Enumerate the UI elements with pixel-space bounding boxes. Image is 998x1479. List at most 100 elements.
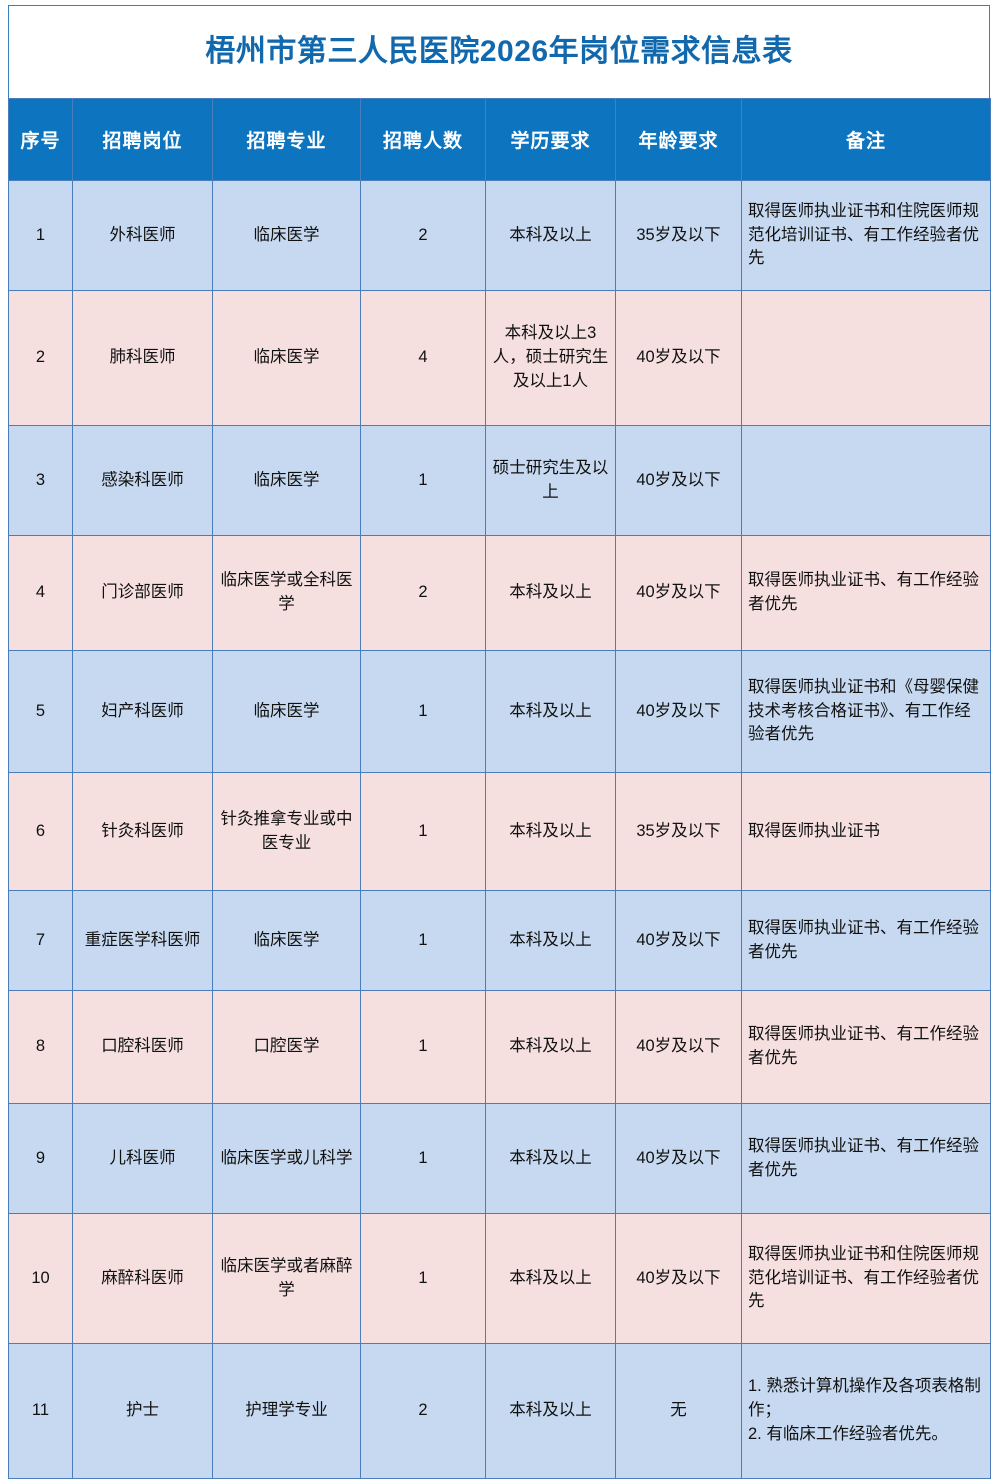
cell-age: 40岁及以下 xyxy=(615,535,742,651)
cell-seq: 3 xyxy=(8,425,73,536)
cell-count: 1 xyxy=(360,425,486,536)
table-row: 1 外科医师 临床医学 2 本科及以上 35岁及以下 取得医师执业证书和住院医师规范化培训证… xyxy=(8,180,991,291)
cell-remark xyxy=(741,425,991,536)
cell-major: 临床医学或全科医学 xyxy=(212,535,361,651)
cell-seq: 10 xyxy=(8,1213,73,1344)
table-row: 8 口腔科医师 口腔医学 1 本科及以上 40岁及以下 取得医师执业证书、有工作经验者优先 xyxy=(8,990,991,1104)
cell-remark: 1. 熟悉计算机操作及各项表格制作； 2. 有临床工作经验者优先。 xyxy=(741,1343,991,1479)
table-body: 1 外科医师 临床医学 2 本科及以上 35岁及以下 取得医师执业证书和住院医师规范化培训证… xyxy=(8,180,991,1479)
cell-age: 40岁及以下 xyxy=(615,1213,742,1344)
cell-remark: 取得医师执业证书和《母婴保健技术考核合格证书》、有工作经验者优先 xyxy=(741,650,991,773)
cell-seq: 6 xyxy=(8,772,73,891)
column-header-age: 年龄要求 xyxy=(615,98,742,181)
cell-age: 40岁及以下 xyxy=(615,650,742,773)
cell-post: 麻醉科医师 xyxy=(72,1213,213,1344)
table-header: 序号 招聘岗位 招聘专业 招聘人数 学历要求 年龄要求 备注 xyxy=(8,98,991,181)
cell-count: 2 xyxy=(360,180,486,291)
table-row: 9 儿科医师 临床医学或儿科学 1 本科及以上 40岁及以下 取得医师执业证书、有工作经验者… xyxy=(8,1103,991,1214)
cell-major: 临床医学或者麻醉学 xyxy=(212,1213,361,1344)
cell-major: 临床医学或儿科学 xyxy=(212,1103,361,1214)
cell-count: 1 xyxy=(360,990,486,1104)
cell-seq: 7 xyxy=(8,890,73,991)
cell-edu: 本科及以上 xyxy=(485,535,616,651)
cell-post: 感染科医师 xyxy=(72,425,213,536)
cell-edu: 本科及以上 xyxy=(485,1343,616,1479)
cell-age: 35岁及以下 xyxy=(615,772,742,891)
cell-age: 40岁及以下 xyxy=(615,425,742,536)
cell-remark xyxy=(741,290,991,426)
cell-seq: 5 xyxy=(8,650,73,773)
cell-seq: 1 xyxy=(8,180,73,291)
cell-age: 无 xyxy=(615,1343,742,1479)
cell-post: 肺科医师 xyxy=(72,290,213,426)
cell-seq: 11 xyxy=(8,1343,73,1479)
cell-seq: 4 xyxy=(8,535,73,651)
cell-age: 40岁及以下 xyxy=(615,990,742,1104)
header-row: 序号 招聘岗位 招聘专业 招聘人数 学历要求 年龄要求 备注 xyxy=(8,98,991,181)
cell-edu: 本科及以上 xyxy=(485,890,616,991)
cell-age: 40岁及以下 xyxy=(615,1103,742,1214)
cell-major: 临床医学 xyxy=(212,425,361,536)
table-row: 5 妇产科医师 临床医学 1 本科及以上 40岁及以下 取得医师执业证书和《母婴保健技术考核… xyxy=(8,650,991,773)
cell-count: 4 xyxy=(360,290,486,426)
cell-post: 护士 xyxy=(72,1343,213,1479)
cell-major: 临床医学 xyxy=(212,180,361,291)
table-row: 4 门诊部医师 临床医学或全科医学 2 本科及以上 40岁及以下 取得医师执业证书、有工作经… xyxy=(8,535,991,651)
column-header-count: 招聘人数 xyxy=(360,98,486,181)
worksheet: 梧州市第三人民医院2026年岗位需求信息表 序号 招聘岗位 招聘专业 招聘人数 … xyxy=(8,5,991,1479)
cell-count: 2 xyxy=(360,1343,486,1479)
cell-major: 口腔医学 xyxy=(212,990,361,1104)
table-row: 6 针灸科医师 针灸推拿专业或中医专业 1 本科及以上 35岁及以下 取得医师执业证书 xyxy=(8,772,991,891)
cell-post: 外科医师 xyxy=(72,180,213,291)
column-header-remark: 备注 xyxy=(741,98,991,181)
cell-count: 1 xyxy=(360,890,486,991)
cell-edu: 本科及以上 xyxy=(485,180,616,291)
cell-post: 门诊部医师 xyxy=(72,535,213,651)
cell-remark: 取得医师执业证书、有工作经验者优先 xyxy=(741,1103,991,1214)
cell-count: 2 xyxy=(360,535,486,651)
table-row: 7 重症医学科医师 临床医学 1 本科及以上 40岁及以下 取得医师执业证书、有工作经验者优… xyxy=(8,890,991,991)
column-header-major: 招聘专业 xyxy=(212,98,361,181)
cell-post: 口腔科医师 xyxy=(72,990,213,1104)
cell-edu: 本科及以上 xyxy=(485,650,616,773)
cell-remark: 取得医师执业证书和住院医师规范化培训证书、有工作经验者优先 xyxy=(741,180,991,291)
cell-remark: 取得医师执业证书和住院医师规范化培训证书、有工作经验者优先 xyxy=(741,1213,991,1344)
table-row: 11 护士 护理学专业 2 本科及以上无 1. 熟悉计算机操作及各项表格制作； 2. 有临床… xyxy=(8,1343,991,1479)
cell-major: 临床医学 xyxy=(212,290,361,426)
table-row: 2 肺科医师 临床医学 4 本科及以上3人，硕士研究生及以上1人 40岁及以下 xyxy=(8,290,991,426)
cell-count: 1 xyxy=(360,1103,486,1214)
cell-remark: 取得医师执业证书 xyxy=(741,772,991,891)
cell-remark: 取得医师执业证书、有工作经验者优先 xyxy=(741,535,991,651)
column-header-edu: 学历要求 xyxy=(485,98,616,181)
table-row: 3 感染科医师 临床医学 1 硕士研究生及以上 40岁及以下 xyxy=(8,425,991,536)
cell-post: 妇产科医师 xyxy=(72,650,213,773)
cell-count: 1 xyxy=(360,772,486,891)
cell-edu: 硕士研究生及以上 xyxy=(485,425,616,536)
cell-post: 针灸科医师 xyxy=(72,772,213,891)
cell-seq: 8 xyxy=(8,990,73,1104)
cell-post: 儿科医师 xyxy=(72,1103,213,1214)
cell-age: 40岁及以下 xyxy=(615,290,742,426)
column-header-post: 招聘岗位 xyxy=(72,98,213,181)
cell-seq: 9 xyxy=(8,1103,73,1214)
cell-seq: 2 xyxy=(8,290,73,426)
cell-edu: 本科及以上 xyxy=(485,1213,616,1344)
title-banner: 梧州市第三人民医院2026年岗位需求信息表 xyxy=(8,5,990,98)
cell-count: 1 xyxy=(360,1213,486,1344)
cell-age: 40岁及以下 xyxy=(615,890,742,991)
page-title: 梧州市第三人民医院2026年岗位需求信息表 xyxy=(205,34,793,68)
table-row: 10 麻醉科医师 临床医学或者麻醉学 1 本科及以上 40岁及以下 取得医师执业证书和住院医… xyxy=(8,1213,991,1344)
cell-post: 重症医学科医师 xyxy=(72,890,213,991)
cell-remark: 取得医师执业证书、有工作经验者优先 xyxy=(741,890,991,991)
cell-remark: 取得医师执业证书、有工作经验者优先 xyxy=(741,990,991,1104)
cell-count: 1 xyxy=(360,650,486,773)
cell-edu: 本科及以上3人，硕士研究生及以上1人 xyxy=(485,290,616,426)
cell-major: 针灸推拿专业或中医专业 xyxy=(212,772,361,891)
job-requirements-table: 序号 招聘岗位 招聘专业 招聘人数 学历要求 年龄要求 备注 1 外科医师 临床医学… xyxy=(8,98,991,1479)
cell-major: 护理学专业 xyxy=(212,1343,361,1479)
cell-age: 35岁及以下 xyxy=(615,180,742,291)
cell-major: 临床医学 xyxy=(212,650,361,773)
cell-edu: 本科及以上 xyxy=(485,990,616,1104)
column-header-seq: 序号 xyxy=(8,98,73,181)
cell-edu: 本科及以上 xyxy=(485,772,616,891)
